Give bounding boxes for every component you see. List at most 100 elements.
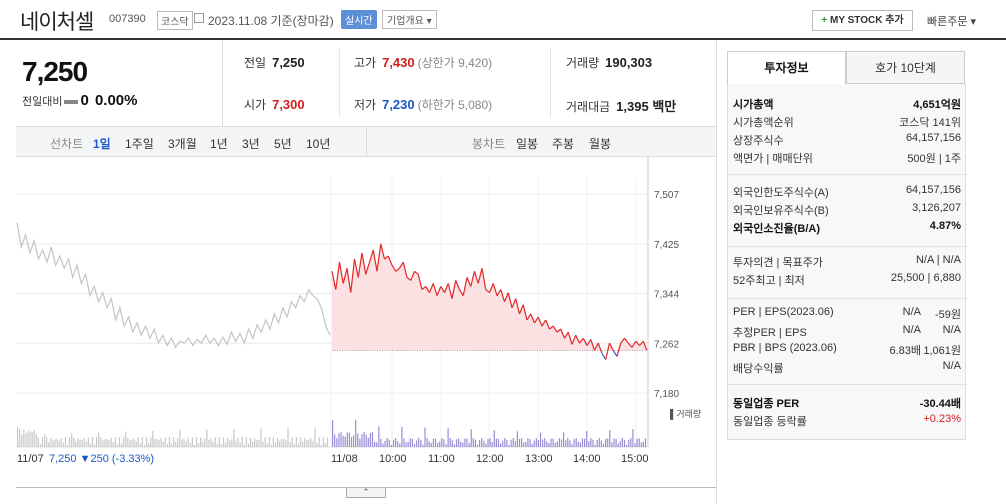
divider: [728, 384, 967, 385]
info-table: 시가총액 4,651억원 시가총액순위 코스닥 141위 상장주식수 64,157,156…: [727, 84, 967, 440]
volume-bar: [434, 438, 437, 447]
info-key: 액면가 | 매매단위: [733, 153, 813, 165]
volume-bar: [181, 439, 183, 447]
today-line-up: [376, 243, 382, 272]
period-5y[interactable]: 5년: [274, 137, 292, 151]
volume-bar: [548, 442, 550, 447]
info-row: 52주최고 | 최저 25,500 | 6,880: [728, 270, 967, 288]
stat-low: 저가 7,230 (하한가 5,080): [354, 96, 492, 113]
volume-bar: [56, 438, 58, 447]
live-badge[interactable]: 실시간: [341, 10, 377, 29]
candle-weekly[interactable]: 주봉: [552, 137, 575, 151]
volume-bar: [139, 443, 141, 447]
stat-value: 1,395 백만: [616, 99, 677, 114]
volume-bar: [308, 439, 310, 447]
candle-monthly[interactable]: 월봉: [589, 137, 612, 151]
info-key: 외국인소진율(B/A): [733, 223, 820, 235]
expand-chart-button[interactable]: ⌃: [346, 488, 386, 498]
today-line-up: [443, 283, 449, 293]
volume-bar: [214, 437, 216, 447]
info-row: PBR | BPS (2023.06) 6.83배 1,061원: [728, 340, 967, 358]
volume-bar: [304, 438, 306, 447]
today-line-up: [642, 341, 648, 351]
volume-bar: [19, 429, 21, 447]
volume-bar: [106, 439, 108, 447]
volume-bar: [62, 442, 64, 447]
tab-orderbook[interactable]: 호가 10단계: [846, 51, 965, 84]
today-line-up: [380, 243, 386, 260]
today-line-up: [357, 252, 363, 278]
volume-bar: [218, 437, 220, 447]
stat-label: 시가: [244, 98, 267, 112]
today-line-up: [368, 249, 374, 263]
today-line-up: [582, 337, 588, 346]
add-mystock-button[interactable]: + MY STOCK 추가: [812, 10, 913, 31]
volume-bar: [514, 440, 516, 447]
quick-order-label: 빠른주문: [927, 16, 968, 28]
info-value: 64,157,156: [905, 132, 961, 144]
stat-label: 거래량: [566, 56, 600, 70]
info-value: +0.23%: [923, 413, 961, 425]
period-1y[interactable]: 1년: [210, 137, 228, 151]
volume-bar: [355, 420, 357, 447]
today-line-up: [639, 340, 644, 346]
volume-bar: [121, 443, 123, 447]
chevron-down-icon: ▾: [426, 16, 432, 27]
company-info-dropdown[interactable]: 기업개요 ▾: [382, 10, 437, 29]
volume-bar: [100, 437, 102, 447]
volume-bar: [266, 443, 268, 447]
volume-bar: [523, 442, 525, 447]
volume-bar: [216, 443, 218, 447]
info-tabs: 투자정보 호가 10단계: [727, 51, 966, 84]
volume-bar: [112, 442, 114, 447]
info-value: 1,061원: [923, 345, 961, 357]
today-line-up: [488, 283, 494, 293]
candle-daily[interactable]: 일봉: [516, 137, 539, 151]
period-1d[interactable]: 1일: [93, 137, 111, 151]
volume-bar: [504, 438, 506, 447]
volume-bar: [353, 435, 355, 447]
today-line-up: [447, 283, 453, 299]
volume-bar: [150, 437, 152, 447]
volume-bar: [632, 429, 634, 447]
info-row: 시가총액순위 코스닥 141위: [728, 112, 967, 130]
volume-bar: [175, 441, 177, 447]
today-line-up: [477, 268, 483, 284]
info-key: 52주최고 | 최저: [733, 275, 805, 287]
period-3y[interactable]: 3년: [242, 137, 260, 151]
volume-bar: [418, 438, 420, 447]
volume-bar: [37, 437, 39, 447]
volume-bar: [535, 438, 537, 447]
volume-bar: [316, 443, 318, 447]
volume-bar: [264, 437, 266, 447]
info-key: 외국인보유주식수(B): [733, 205, 829, 217]
volume-bar: [640, 442, 642, 447]
volume-bar: [527, 438, 529, 447]
lower-limit: (하한가 5,080): [417, 98, 493, 112]
volume-bar: [229, 440, 231, 447]
volume-bar: [422, 444, 424, 447]
today-line-up: [635, 340, 640, 346]
volume-bar: [395, 438, 397, 447]
volume-bar: [185, 440, 187, 447]
volume-bar: [336, 438, 338, 447]
volume-bar: [390, 444, 392, 447]
volume-bar: [195, 437, 198, 447]
price-chart[interactable]: 7,507 7,425 7,344 7,262 7,180 ▌거래량 11/07 11/08 1…: [16, 157, 716, 488]
period-10y[interactable]: 10년: [306, 137, 331, 151]
info-row: 시가총액 4,651억원: [728, 94, 967, 112]
tab-investment-info[interactable]: 투자정보: [727, 51, 846, 84]
info-key: 동일업종 등락률: [733, 416, 807, 428]
period-1w[interactable]: 1주일: [125, 137, 154, 151]
info-key: 동일업종 PER: [733, 398, 800, 410]
period-3m[interactable]: 3개월: [168, 137, 197, 151]
volume-bar: [363, 432, 365, 447]
stat-value: 7,300: [272, 97, 305, 112]
volume-bar: [611, 442, 613, 447]
volume-bar: [619, 440, 621, 447]
y-tick-label: 7,262: [654, 339, 679, 350]
today-line-up: [335, 262, 341, 290]
volume-bar: [193, 444, 195, 447]
candle-chart-label: 봉차트: [472, 137, 506, 151]
quick-order-button[interactable]: 빠른주문 ▾: [927, 13, 976, 29]
